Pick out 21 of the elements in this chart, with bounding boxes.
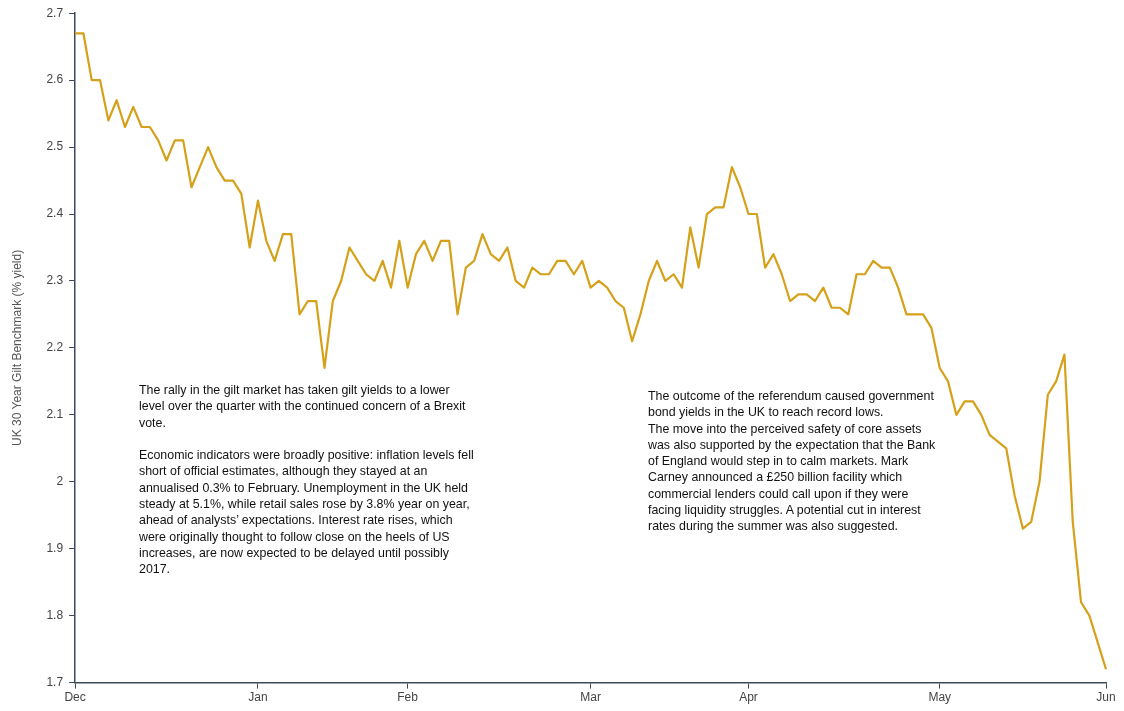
y-tick-label: 2.6	[46, 72, 64, 87]
y-tick-label: 1.7	[46, 674, 64, 689]
x-tick-label: Apr	[739, 690, 758, 705]
y-tick-label: 2.7	[46, 5, 64, 20]
y-tick-label: 2.1	[46, 407, 64, 422]
text: The rally in the gilt market has taken gilt yields to a lower level over the quarter with the continued concern of a Brexit vote. Economic indicators were broadly positive: inflation levels fell short of official estimates, although they stayed at an annualised 0.3% to February. Unemployment in the UK held steady at 5.1%, while retail sales rose by 3.8% year on year, ahead of analysts’ expectations. Interest rate rises, which were originally thought to follow close on the heels of US increases, are now expected to be delayed until possibly 2017.	[139, 383, 474, 577]
y-tick-label: 2.5	[46, 139, 64, 154]
x-tick-label: May	[928, 690, 952, 705]
x-tick-label: Jan	[248, 690, 268, 705]
x-tick-label: Mar	[580, 690, 601, 705]
x-tick-label: Feb	[397, 690, 419, 705]
text: The outcome of the referendum caused government bond yields in the UK to reach record lows. The move into the perceived safety of core assets was also supported by the expectation that the Bank of England would step in to calm markets. Mark Carney announced a £250 billion facility which commercial lenders could call upon if they were facing liquidity struggles. A potential cut in interest rates during the summer was also suggested.	[648, 389, 936, 534]
y-tick-label: 2	[56, 474, 64, 489]
y-axis-title: UK 30 Year Gilt Benchmark (% yield)	[9, 249, 24, 446]
y-tick-label: 2.3	[46, 273, 64, 288]
x-tick-label: Jun	[1096, 690, 1116, 705]
x-tick-label: Dec	[64, 690, 86, 705]
y-tick-label: 2.4	[46, 206, 64, 221]
y-tick-label: 1.8	[46, 607, 64, 622]
y-tick-label: 1.9	[46, 541, 64, 556]
y-tick-label: 2.2	[46, 340, 64, 355]
